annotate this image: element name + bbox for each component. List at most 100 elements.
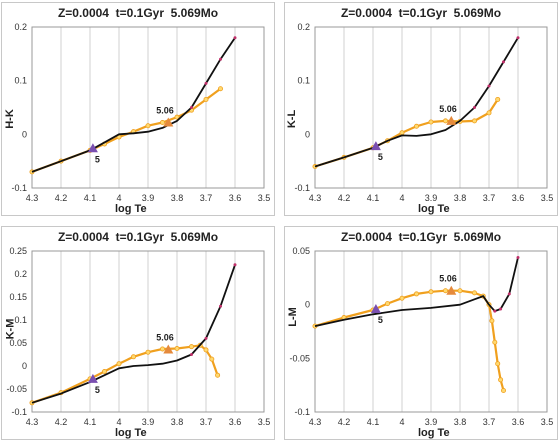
x-axis-label: log Te — [115, 203, 147, 215]
x-tick-label: 3.6 — [512, 193, 525, 203]
chart-plot-k-l: 4.3 4.2 4.1 4 3.9 3.8 3.7 3.6 3.5 -0.1 0 0.1 0.2 5 5.0… — [294, 22, 554, 203]
plot-area — [314, 26, 548, 189]
chart-title: Z=0.0004 t=0.1Gyr 5.069Mo — [340, 230, 502, 244]
data-point — [102, 369, 108, 375]
x-tick-label: 4.3 — [309, 417, 322, 427]
data-point — [217, 86, 223, 92]
chart-title: Z=0.0004 t=0.1Gyr 5.069Mo — [340, 6, 502, 20]
chart-title: Z=0.0004 t=0.1Gyr 5.069Mo — [57, 6, 219, 20]
data-point — [145, 349, 151, 355]
y-tick-label: 0.1 — [297, 76, 310, 86]
x-tick-label: 3.5 — [258, 193, 271, 203]
data-point — [457, 288, 463, 294]
x-tick-label: 4.1 — [367, 193, 380, 203]
x-tick-label: 4 — [116, 193, 121, 203]
marker-triangle — [87, 143, 98, 153]
annotation-label: 5.06 — [439, 104, 457, 114]
x-tick-label: 3.6 — [512, 417, 525, 427]
x-tick-label: 3.5 — [258, 417, 271, 427]
y-tick-label: 0.05 — [292, 246, 310, 256]
data-point — [516, 36, 520, 40]
data-point — [145, 123, 151, 129]
x-tick-label: 3.9 — [425, 417, 438, 427]
data-point — [233, 36, 237, 40]
x-axis-label: log Te — [418, 427, 450, 439]
x-tick-label: 4.3 — [309, 193, 322, 203]
data-point — [487, 84, 491, 88]
data-point — [204, 336, 208, 340]
data-point — [486, 110, 492, 116]
x-tick-label: 4.1 — [367, 417, 380, 427]
series-line — [31, 37, 236, 173]
marker-triangle — [446, 285, 457, 295]
x-tick-label: 3.7 — [200, 193, 213, 203]
y-tick-label: 0.1 — [14, 315, 27, 325]
data-point — [116, 361, 122, 367]
data-point — [413, 291, 419, 297]
data-point — [209, 356, 215, 362]
plot-area — [314, 250, 548, 413]
y-axis-label: K-L — [286, 109, 299, 129]
x-tick-label: 4 — [399, 193, 404, 203]
data-point — [190, 106, 193, 109]
y-tick-label: -0.05 — [289, 353, 310, 363]
x-tick-label: 3.8 — [171, 417, 184, 427]
annotation-label: 5.06 — [156, 332, 174, 342]
annotation-label: 5 — [95, 385, 100, 395]
x-tick-label: 3.7 — [483, 193, 496, 203]
annotation-label: 5.06 — [156, 106, 174, 116]
x-tick-label: 4.3 — [26, 417, 39, 427]
x-tick-label: 3.9 — [142, 417, 155, 427]
data-point — [495, 361, 501, 367]
y-tick-label: 0.2 — [14, 22, 27, 32]
chart-panel-l-m: 4.3 4.2 4.1 4 3.9 3.8 3.7 3.6 3.5 -0.1 -0.05 0 0.05 5… — [284, 226, 558, 440]
data-point — [413, 123, 419, 129]
y-tick-label: 0.15 — [9, 292, 27, 302]
annotation-label: 5 — [95, 154, 100, 164]
data-point — [473, 106, 476, 109]
data-point — [471, 290, 477, 296]
data-point — [190, 353, 193, 356]
data-point — [219, 57, 222, 61]
y-tick-label: 0.25 — [9, 246, 27, 256]
chart-panel-k-m: 4.3 4.2 4.1 4 3.9 3.8 3.7 3.6 3.5 -0.1 -0.05 0 0.05 0… — [1, 226, 275, 440]
x-tick-label: 4.2 — [55, 417, 68, 427]
data-point — [428, 119, 434, 125]
chart-plot-h-k: 4.3 4.2 4.1 4 3.9 3.8 3.7 3.6 3.5 -0.1 0 0.1 0.2 5 5.0… — [11, 22, 271, 203]
x-tick-label: 4.3 — [26, 193, 39, 203]
x-axis-label: log Te — [115, 427, 147, 439]
data-point — [499, 307, 503, 311]
chart-panel-h-k: 4.3 4.2 4.1 4 3.9 3.8 3.7 3.6 3.5 -0.1 0 0.1 0.2 5 5.0… — [1, 2, 275, 216]
marker-triangle — [370, 303, 381, 313]
plot-area — [31, 250, 265, 413]
x-tick-label: 3.7 — [483, 417, 496, 427]
y-tick-label: -0.1 — [11, 183, 27, 193]
annotation-label: 5.06 — [439, 274, 457, 284]
x-tick-label: 3.5 — [541, 193, 554, 203]
annotation-label: 5 — [378, 315, 383, 325]
data-point — [203, 96, 209, 102]
chart-panel-k-l: 4.3 4.2 4.1 4 3.9 3.8 3.7 3.6 3.5 -0.1 0 0.1 0.2 5 5.0… — [284, 2, 558, 216]
y-tick-label: 0.2 — [14, 269, 27, 279]
chart-plot-l-m: 4.3 4.2 4.1 4 3.9 3.8 3.7 3.6 3.5 -0.1 -0.05 0 0.05 5… — [289, 246, 553, 427]
x-tick-label: 4.2 — [338, 417, 351, 427]
data-point — [442, 118, 448, 124]
y-tick-label: -0.1 — [294, 407, 310, 417]
data-point — [442, 288, 448, 294]
data-point — [428, 289, 434, 295]
series-line — [31, 264, 236, 404]
y-tick-label: 0 — [22, 361, 27, 371]
data-point — [385, 301, 391, 307]
data-point — [219, 304, 222, 308]
x-tick-label: 3.9 — [425, 193, 438, 203]
marker-triangle — [163, 117, 174, 127]
data-point — [516, 255, 520, 259]
data-point — [500, 388, 506, 394]
annotation-label: 5 — [378, 152, 383, 162]
x-tick-label: 3.6 — [229, 417, 242, 427]
data-point — [495, 96, 501, 102]
chart-plot-k-m: 4.3 4.2 4.1 4 3.9 3.8 3.7 3.6 3.5 -0.1 -0.05 0 0.05 0… — [6, 246, 271, 427]
marker-triangle — [163, 344, 174, 354]
x-tick-label: 4 — [116, 417, 121, 427]
y-axis-label: K-M — [4, 318, 17, 340]
